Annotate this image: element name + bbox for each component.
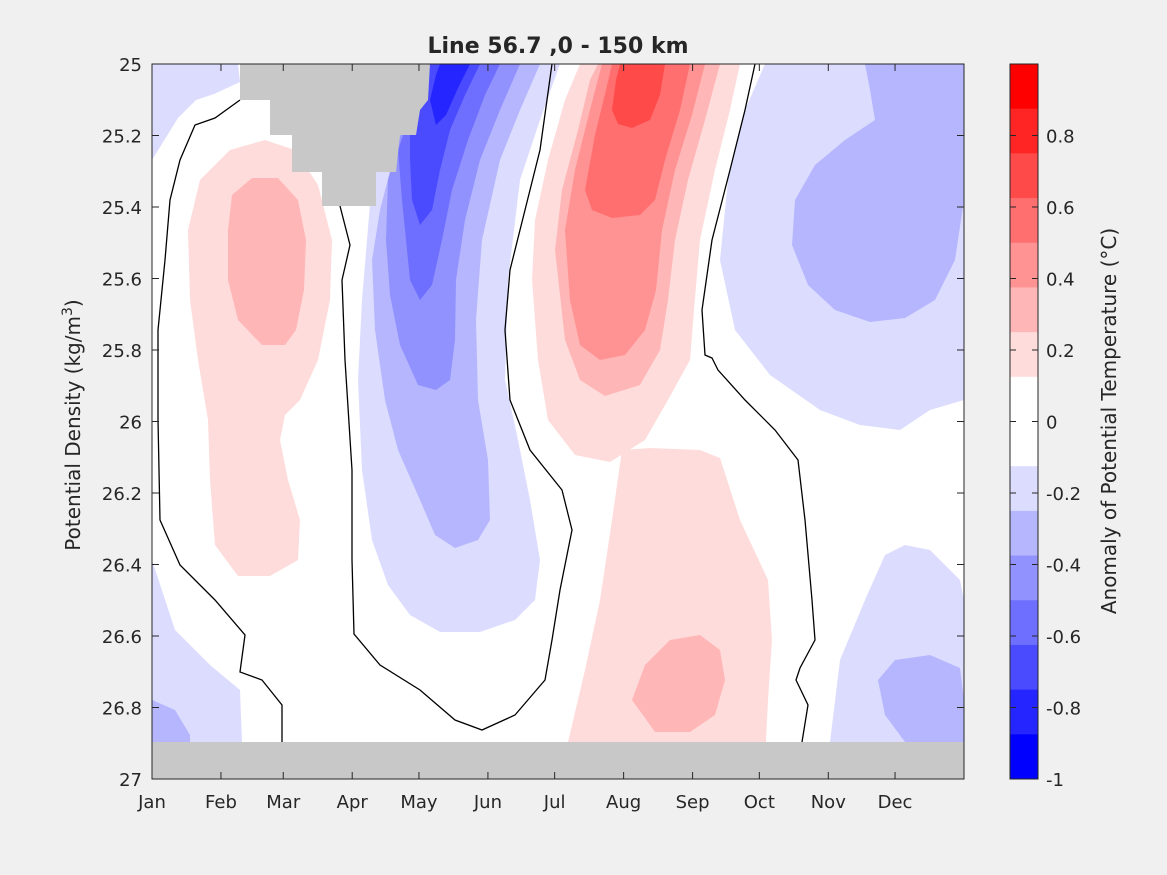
colorbar-tick-label: 0 bbox=[1046, 413, 1057, 434]
contour-neg-jan-bottom bbox=[152, 560, 242, 742]
colorbar-tick-label: -0.6 bbox=[1046, 627, 1081, 648]
colorbar-level bbox=[1010, 689, 1038, 735]
x-tick-label: Mar bbox=[266, 792, 301, 813]
colorbar-level bbox=[1010, 421, 1038, 467]
x-tick-label: Feb bbox=[205, 792, 237, 813]
colorbar-tick-label: -0.4 bbox=[1046, 556, 1081, 577]
y-axis-label-end: ) bbox=[61, 299, 85, 307]
colorbar-label: Anomaly of Potential Temperature (°C) bbox=[1097, 228, 1121, 614]
contour-neg-autumn-2 bbox=[792, 64, 964, 322]
contour-neg-winter-2 bbox=[878, 655, 964, 742]
contour-neg-spring-5 bbox=[410, 64, 480, 225]
contour-pos-feb-2 bbox=[228, 178, 306, 345]
y-tick-label: 25 bbox=[119, 55, 142, 76]
x-axis: Jan Feb Mar Apr May Jun Jul Aug Sep Oct Nov Dec bbox=[137, 64, 912, 813]
colorbar-tick-label: 0.8 bbox=[1046, 127, 1075, 148]
colorbar-tick-label: 0.2 bbox=[1046, 341, 1075, 362]
colorbar-level bbox=[1010, 242, 1038, 288]
y-tick-label: 25.6 bbox=[102, 270, 142, 291]
x-tick-label: Dec bbox=[878, 792, 913, 813]
colorbar-level bbox=[1010, 466, 1038, 512]
colorbar-level bbox=[1010, 376, 1038, 422]
colorbar-level bbox=[1010, 510, 1038, 557]
y-tick-label: 26.2 bbox=[102, 484, 142, 505]
colorbar-tick-label: 0.6 bbox=[1046, 198, 1075, 219]
contour-neg-jan-2 bbox=[152, 700, 190, 742]
chart-title: Line 56.7 ,0 - 150 km bbox=[428, 34, 689, 59]
plot-area bbox=[152, 64, 964, 779]
y-tick-label: 25.2 bbox=[102, 127, 142, 148]
y-axis: 25 25.2 25.4 25.6 25.8 26 26.2 26.4 26.6 26.8 27 bbox=[102, 55, 964, 791]
colorbar-level bbox=[1010, 332, 1038, 378]
y-axis-label: Potential Density (kg/m3) bbox=[60, 299, 85, 550]
zero-contours bbox=[157, 64, 816, 743]
colorbar: 0.8 0.6 0.4 0.2 0 -0.2 -0.4 -0.6 -0.8 -1 bbox=[1009, 63, 1081, 791]
y-tick-label: 25.4 bbox=[102, 198, 142, 219]
x-tick-label: Jun bbox=[473, 792, 502, 813]
zero-contour-2 bbox=[339, 64, 573, 731]
contour-neg-jan-top bbox=[152, 64, 240, 160]
x-tick-label: Oct bbox=[744, 792, 775, 813]
x-tick-label: Jan bbox=[137, 792, 166, 813]
y-axis-label-sup: 3 bbox=[60, 307, 76, 316]
colorbar-tick-label: -0.2 bbox=[1046, 484, 1081, 505]
colorbar-level bbox=[1010, 600, 1038, 646]
y-tick-label: 26.8 bbox=[102, 699, 142, 720]
x-tick-label: May bbox=[400, 792, 438, 813]
y-tick-label: 25.8 bbox=[102, 341, 142, 362]
zero-contour-1 bbox=[157, 99, 283, 742]
y-axis-label-main: Potential Density (kg/m bbox=[61, 316, 85, 551]
x-tick-label: Nov bbox=[811, 792, 846, 813]
x-tick-label: Sep bbox=[676, 792, 710, 813]
contour-pos-summer-4 bbox=[585, 64, 690, 218]
colorbar-tick-label: -0.8 bbox=[1046, 699, 1081, 720]
colorbar-level bbox=[1010, 644, 1038, 691]
colorbar-level bbox=[1010, 287, 1038, 333]
y-tick-label: 26.6 bbox=[102, 627, 142, 648]
x-tick-label: Aug bbox=[606, 792, 641, 813]
colorbar-level bbox=[1010, 555, 1038, 601]
missing-data-bottom bbox=[152, 742, 964, 779]
y-tick-label: 26.4 bbox=[102, 556, 142, 577]
colorbar-level bbox=[1010, 64, 1038, 110]
colorbar-tick-label: 0.4 bbox=[1046, 270, 1075, 291]
zero-contour-3 bbox=[701, 64, 816, 743]
x-tick-label: Jul bbox=[543, 792, 566, 813]
contour-pos-summer-5 bbox=[612, 64, 665, 128]
colorbar-level bbox=[1010, 153, 1038, 199]
colorbar-level bbox=[1010, 734, 1038, 780]
colorbar-level bbox=[1010, 108, 1038, 154]
x-tick-label: Apr bbox=[337, 792, 369, 813]
missing-data-top bbox=[240, 64, 430, 206]
contour-pos-late-2 bbox=[632, 635, 725, 732]
colorbar-tick-label: -1 bbox=[1046, 770, 1064, 791]
colorbar-level bbox=[1010, 198, 1038, 244]
y-tick-label: 26 bbox=[119, 413, 142, 434]
y-tick-label: 27 bbox=[119, 770, 142, 791]
contour-neg-spring-6 bbox=[430, 64, 470, 125]
